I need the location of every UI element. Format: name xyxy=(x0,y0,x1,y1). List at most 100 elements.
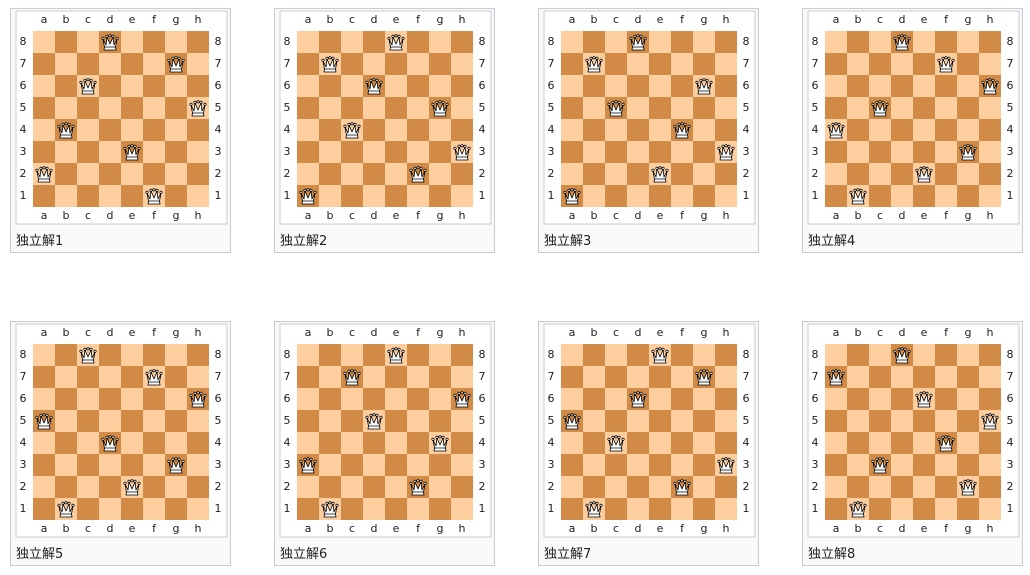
queen-ball xyxy=(878,100,882,104)
queen xyxy=(321,501,339,518)
queen-ball xyxy=(306,457,310,461)
square xyxy=(561,163,583,185)
file-label: h xyxy=(195,13,202,26)
queen-ball xyxy=(409,168,413,172)
queen-ball xyxy=(665,349,669,353)
queen-body xyxy=(432,437,448,452)
rank-label: 1 xyxy=(284,502,291,515)
queen xyxy=(695,369,713,386)
queen-ball xyxy=(57,124,61,128)
square xyxy=(627,454,649,476)
file-label: f xyxy=(152,326,157,339)
queen xyxy=(717,144,735,161)
square xyxy=(627,476,649,498)
square xyxy=(605,31,627,53)
queen-ball xyxy=(115,437,119,441)
queen-ball xyxy=(995,415,999,419)
square xyxy=(649,476,671,498)
square xyxy=(187,163,209,185)
square xyxy=(429,454,451,476)
queen-ball xyxy=(347,369,351,373)
queen-ball xyxy=(379,415,383,419)
square xyxy=(957,388,979,410)
rank-label: 6 xyxy=(743,392,750,405)
queen-body xyxy=(586,58,602,73)
queen-body xyxy=(982,415,998,430)
queen-ball xyxy=(111,34,115,38)
queen-ball xyxy=(350,122,354,126)
square xyxy=(385,185,407,207)
square xyxy=(979,163,1001,185)
rank-label: 3 xyxy=(548,458,555,471)
queen-ball xyxy=(413,166,417,170)
queen xyxy=(167,56,185,73)
square xyxy=(561,53,583,75)
queen-ball xyxy=(93,80,97,84)
file-label: b xyxy=(591,209,598,222)
rank-label: 5 xyxy=(20,414,27,427)
square xyxy=(143,97,165,119)
square xyxy=(649,185,671,207)
square xyxy=(363,185,385,207)
square xyxy=(649,366,671,388)
queen-ball xyxy=(585,503,589,507)
queen-ball xyxy=(849,190,853,194)
queen-ball xyxy=(71,124,75,128)
square xyxy=(583,366,605,388)
file-label: e xyxy=(129,522,136,535)
file-label: d xyxy=(635,522,642,535)
queen-ball xyxy=(321,503,325,507)
queen-body xyxy=(608,102,624,117)
rank-label: 6 xyxy=(812,392,819,405)
queen-ball xyxy=(915,393,919,397)
queen-ball xyxy=(731,459,735,463)
queen-ball xyxy=(86,347,90,351)
square xyxy=(869,185,891,207)
queen xyxy=(167,457,185,474)
queen-ball xyxy=(607,102,611,106)
square xyxy=(825,388,847,410)
file-label: h xyxy=(195,326,202,339)
board-card: a a b b c c d d e e f f g g h h 8 8 7 7 6 6 5 5 4 4 3 3 2 2 1 1 独立解1 xyxy=(10,8,231,253)
rank-label: 3 xyxy=(812,458,819,471)
square xyxy=(341,498,363,520)
queen-ball xyxy=(919,391,923,395)
file-label: c xyxy=(613,326,619,339)
square xyxy=(693,388,715,410)
queen-body xyxy=(564,415,580,430)
queen-ball xyxy=(397,34,401,38)
square xyxy=(869,119,891,141)
rank-label: 5 xyxy=(20,101,27,114)
rank-label: 3 xyxy=(20,145,27,158)
square xyxy=(385,119,407,141)
queen-ball xyxy=(944,56,948,60)
square xyxy=(451,119,473,141)
queen xyxy=(673,479,691,496)
queen-ball xyxy=(331,501,335,505)
file-label: d xyxy=(371,522,378,535)
queen xyxy=(123,479,141,496)
file-label: a xyxy=(569,522,576,535)
rank-label: 4 xyxy=(1007,123,1014,136)
square xyxy=(341,344,363,366)
queen-ball xyxy=(445,102,449,106)
queen-ball xyxy=(856,188,860,192)
square xyxy=(99,454,121,476)
queen-ball xyxy=(683,479,687,483)
square xyxy=(407,97,429,119)
queen-ball xyxy=(963,479,967,483)
queen xyxy=(629,34,647,51)
queen-ball xyxy=(379,80,383,84)
square xyxy=(671,498,693,520)
rank-label: 2 xyxy=(548,480,555,493)
queen-ball xyxy=(299,459,303,463)
square xyxy=(143,344,165,366)
rank-label: 8 xyxy=(20,348,27,361)
queen-ball xyxy=(83,347,87,351)
queen-ball xyxy=(721,457,725,461)
file-label: g xyxy=(437,522,444,535)
file-label: b xyxy=(591,522,598,535)
